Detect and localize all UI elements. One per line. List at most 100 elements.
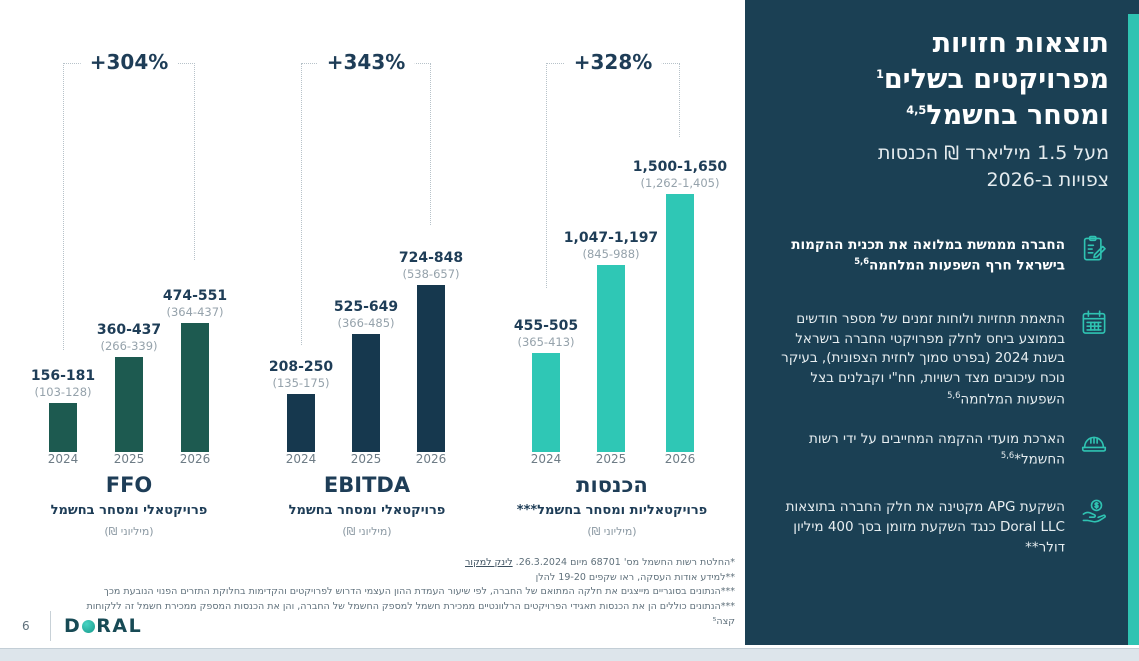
- x-tick-label: 2026: [179, 452, 211, 466]
- bar-adjusted-value: (266-339): [100, 339, 158, 353]
- bar-group-2025: 360-437 (266-339): [74, 322, 184, 452]
- bar-value: 724-848: [398, 250, 464, 266]
- bar-adjusted-value: (364-437): [166, 305, 224, 319]
- bar: [532, 353, 560, 452]
- window-bottom-strip: [0, 648, 1139, 661]
- x-tick-label: 2026: [664, 452, 696, 466]
- chart-title: FFO: [105, 473, 153, 497]
- x-tick-label: 2024: [47, 452, 79, 466]
- chart-ffo: +304% 156-181 (103-128) 360-437 (266-339…: [14, 40, 244, 545]
- chart-unit: (מיליוני ₪): [342, 525, 392, 538]
- bar-adjusted-value: (538-657): [402, 267, 460, 281]
- bar-group-2026: 474-551 (364-437): [140, 288, 250, 452]
- clipboard-edit-icon: [1077, 234, 1109, 268]
- footnote-4: ***הנתונים כוללים הן את הכנסות תאגידי הפ…: [86, 601, 735, 627]
- slide-title: תוצאות חזויות מפרויקטים בשלים1 ומסחר בחש…: [769, 26, 1109, 134]
- chart-title: EBITDA: [323, 473, 411, 497]
- bar-adjusted-value: (135-175): [272, 376, 330, 390]
- footnotes: *החלטת רשות החשמל מס' 68701 מיום 26.3.20…: [85, 556, 735, 630]
- bar-value: 474-551: [162, 288, 228, 304]
- bar-adjusted-value: (103-128): [34, 385, 92, 399]
- bracket-line-right: [430, 63, 431, 225]
- bullet-list: החברה מממשת במלואה את תכנית ההקמות בישרא…: [769, 234, 1109, 559]
- bar: [287, 394, 315, 452]
- bar-group-2025: 1,047-1,197 (845-988): [556, 230, 666, 452]
- sidebar-accent-strip: [1128, 14, 1139, 645]
- hard-hat-icon: [1077, 428, 1109, 462]
- calendar-icon: [1077, 308, 1109, 342]
- growth-label: +328%: [564, 50, 662, 74]
- x-tick-label: 2025: [595, 452, 627, 466]
- bar-group-2024: 455-505 (365-413): [491, 318, 601, 452]
- bracket-line-left: [63, 63, 64, 350]
- bar-adjusted-value: (365-413): [517, 335, 575, 349]
- bar: [181, 323, 209, 452]
- bracket-line-left: [546, 63, 547, 288]
- bracket-line-right: [194, 63, 195, 260]
- bullet-item: הארכת מועדי ההקמה המחייבים על ידי רשות ה…: [769, 430, 1109, 471]
- slide-title-line2: מפרויקטים בשלים1: [875, 63, 1109, 95]
- growth-label: +304%: [80, 50, 178, 74]
- bar-value: 455-505: [513, 318, 579, 334]
- logo-letters-ral: RAL: [96, 615, 143, 637]
- footnote-2: **למידע אודות העסקה, ראו שקפים 19-20 להל…: [535, 571, 735, 583]
- bar-group-2024: 156-181 (103-128): [8, 368, 118, 452]
- bar-value: 1,047-1,197: [563, 230, 659, 246]
- chart-ebitda: +343% 208-250 (135-175) 525-649 (366-485…: [252, 40, 482, 545]
- footnote-3: ***הנתונים בסוגריים מייצגים את חלקה המתו…: [103, 586, 735, 598]
- footnote-ref: 1: [875, 66, 884, 81]
- footnote-ref: 4,5: [906, 102, 927, 117]
- x-tick-label: 2024: [530, 452, 562, 466]
- doral-logo: D RAL: [64, 615, 142, 637]
- bar: [597, 265, 625, 452]
- bar-adjusted-value: (845-988): [582, 247, 640, 261]
- bar: [417, 285, 445, 452]
- footer-divider: [50, 611, 51, 641]
- slide-title-line3: ומסחר בחשמל4,5: [906, 99, 1109, 131]
- bar-value: 360-437: [96, 322, 162, 338]
- bullet-text: התאמת תחזיות ולוחות זמנים של מספר חודשים…: [781, 311, 1065, 408]
- chart-subtitle: פרויקטאלי ומסחר בחשמל: [50, 503, 208, 518]
- chart-title: הכנסות: [576, 473, 648, 497]
- sidebar: תוצאות חזויות מפרויקטים בשלים1 ומסחר בחש…: [745, 0, 1139, 645]
- bullet-item: התאמת תחזיות ולוחות זמנים של מספר חודשים…: [769, 310, 1109, 409]
- bar-group-2026: 1,500-1,650 (1,262-1,405): [625, 159, 735, 452]
- source-link[interactable]: לינק למקור: [465, 557, 513, 568]
- x-tick-label: 2024: [285, 452, 317, 466]
- chart-unit: (מיליוני ₪): [104, 525, 154, 538]
- growth-label: +343%: [317, 50, 415, 74]
- footnote-ref: 5,6: [854, 256, 870, 267]
- bar-group-2024: 208-250 (135-175): [246, 359, 356, 452]
- chart-subtitle: פרויקטאלי ומסחר בחשמל: [288, 503, 446, 518]
- x-tick-label: 2025: [350, 452, 382, 466]
- x-tick-label: 2025: [113, 452, 145, 466]
- chart-unit: (מיליוני ₪): [587, 525, 637, 538]
- bar-adjusted-value: (366-485): [337, 316, 395, 330]
- chart-revenues: +328% 455-505 (365-413) 1,047-1,197 (845…: [492, 40, 732, 545]
- logo-letter-d: D: [64, 615, 82, 637]
- bar-value: 156-181: [30, 368, 96, 384]
- bullet-text: הארכת מועדי ההקמה המחייבים על ידי רשות ה…: [808, 430, 1065, 468]
- bar: [115, 357, 143, 452]
- bar-value: 525-649: [333, 299, 399, 315]
- footnote-1: *החלטת רשות החשמל מס' 68701 מיום 26.3.20…: [465, 557, 735, 568]
- footnote-ref: 5,6: [947, 389, 961, 400]
- logo-dot-icon: [82, 619, 96, 633]
- bar-value: 1,500-1,650: [632, 159, 728, 175]
- bracket-line-left: [301, 63, 302, 345]
- bar: [49, 403, 77, 452]
- money-hand-icon: [1077, 496, 1109, 530]
- bar-adjusted-value: (1,262-1,405): [640, 176, 720, 190]
- slide-subtitle: מעל 1.5 מיליארד ₪ הכנסות צפויות ב-2026: [878, 141, 1109, 191]
- bar: [666, 194, 694, 452]
- x-tick-label: 2026: [415, 452, 447, 466]
- footnote-ref: 5,6: [1000, 450, 1015, 461]
- bar-value: 208-250: [268, 359, 334, 375]
- page-number: 6: [22, 619, 30, 633]
- bar-group-2025: 525-649 (366-485): [311, 299, 421, 452]
- bullet-text: השקעת APG מקטינה את חלק החברה בתוצאות Do…: [785, 499, 1065, 556]
- bar-group-2026: 724-848 (538-657): [376, 250, 486, 452]
- slide-title-line1: תוצאות חזויות: [932, 28, 1109, 59]
- chart-subtitle: פרויקטאליות ומסחר בחשמל***: [516, 503, 708, 518]
